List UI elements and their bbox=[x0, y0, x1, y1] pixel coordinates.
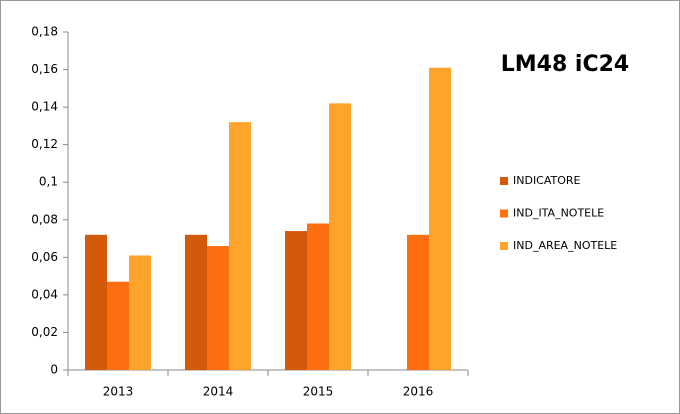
y-tick-label: 0 bbox=[50, 363, 58, 377]
chart-title: LM48 iC24 bbox=[501, 52, 630, 77]
bar bbox=[129, 255, 151, 370]
bar bbox=[285, 231, 307, 370]
legend-swatch bbox=[500, 209, 508, 218]
y-tick-label: 0,14 bbox=[31, 100, 58, 114]
legend-swatch bbox=[500, 242, 508, 250]
y-tick-label: 0,02 bbox=[31, 325, 58, 339]
x-tick-label: 2016 bbox=[403, 385, 434, 399]
y-tick-label: 0,08 bbox=[31, 212, 58, 226]
bar bbox=[207, 246, 229, 370]
bar bbox=[185, 234, 207, 370]
legend-label: IND_ITA_NOTELE bbox=[513, 207, 604, 220]
y-tick-label: 0,18 bbox=[31, 25, 58, 39]
bar bbox=[429, 67, 451, 370]
bar bbox=[85, 234, 107, 370]
bar bbox=[107, 281, 129, 370]
y-tick-label: 0,1 bbox=[39, 175, 58, 189]
x-tick-label: 2013 bbox=[103, 385, 134, 399]
x-tick-label: 2014 bbox=[203, 385, 234, 399]
legend-label: IND_AREA_NOTELE bbox=[513, 239, 617, 252]
x-tick-label: 2015 bbox=[303, 385, 334, 399]
bar bbox=[329, 103, 351, 370]
bar bbox=[407, 234, 429, 370]
bar bbox=[307, 223, 329, 370]
legend-label: INDICATORE bbox=[513, 174, 581, 187]
y-tick-label: 0,12 bbox=[31, 137, 58, 151]
y-tick-label: 0,04 bbox=[31, 287, 58, 301]
legend-swatch bbox=[500, 177, 508, 185]
y-tick-label: 0,06 bbox=[31, 250, 58, 264]
y-tick-label: 0,16 bbox=[31, 62, 58, 76]
bar bbox=[229, 122, 251, 370]
